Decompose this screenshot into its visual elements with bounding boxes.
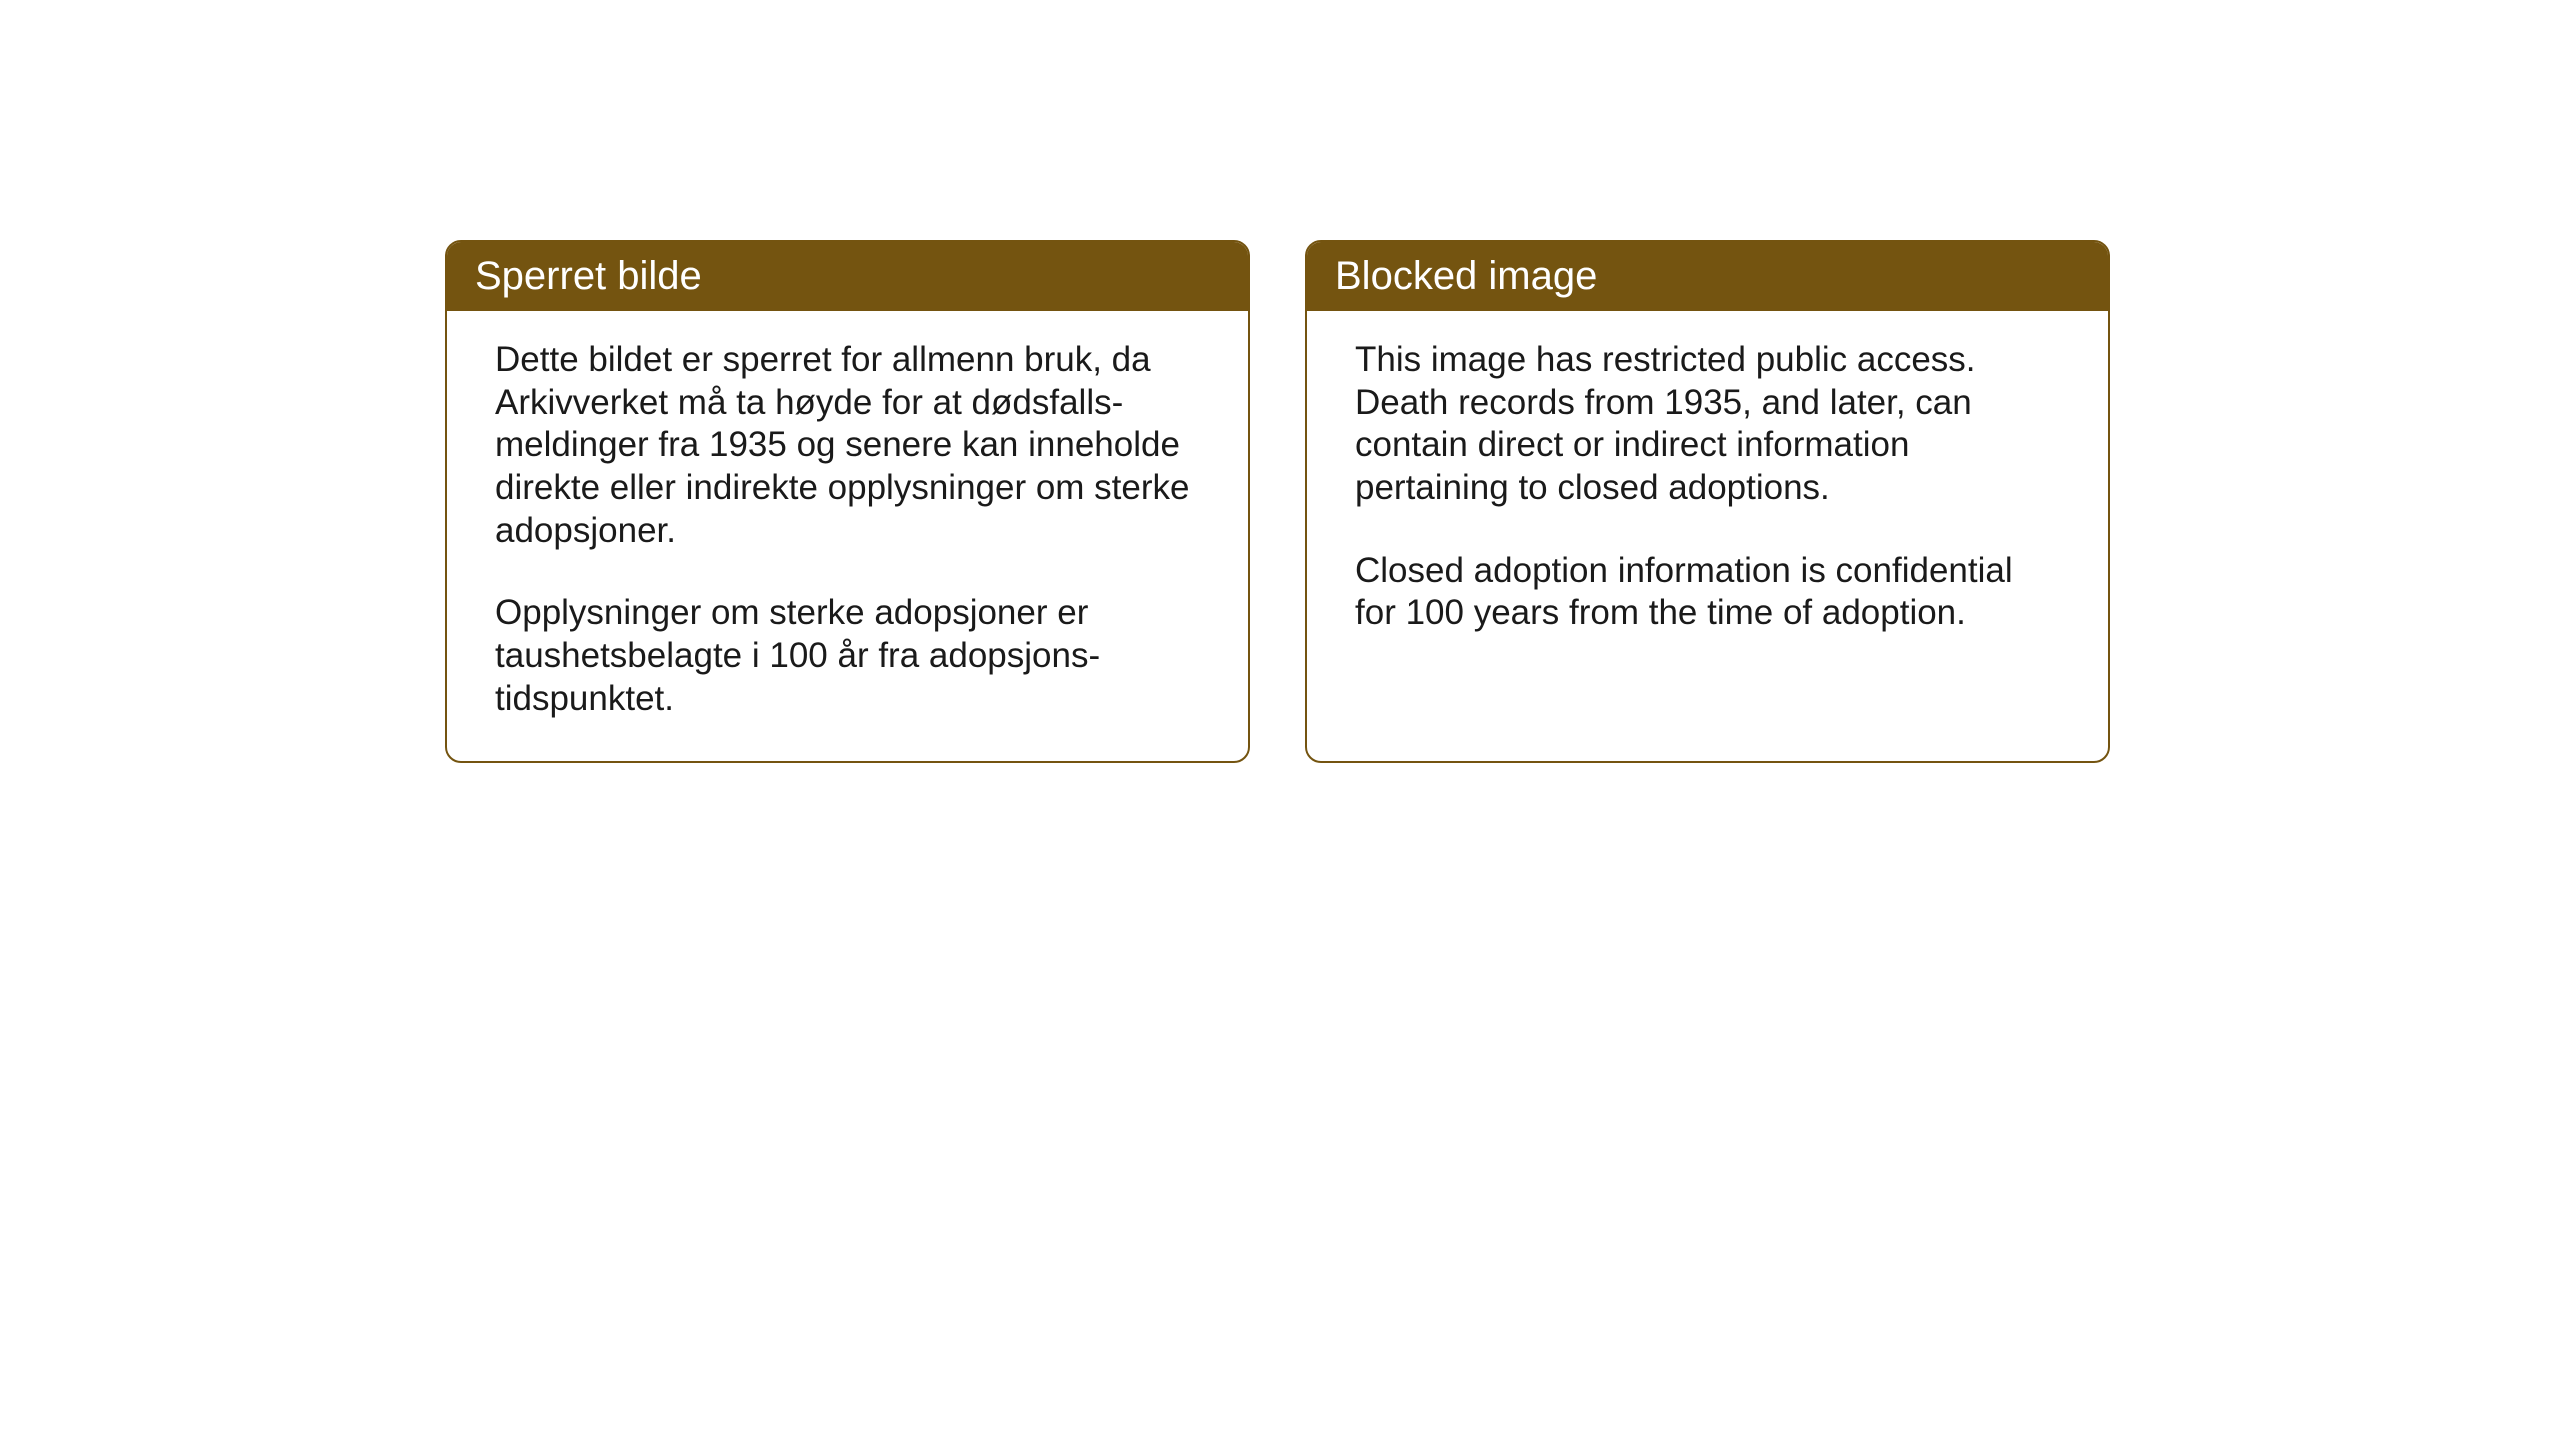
card-paragraph: Closed adoption information is confident… xyxy=(1355,550,2060,635)
card-header: Sperret bilde xyxy=(447,242,1248,311)
card-body: Dette bildet er sperret for allmenn bruk… xyxy=(447,311,1248,761)
card-title: Blocked image xyxy=(1335,254,1597,298)
notice-card-english: Blocked image This image has restricted … xyxy=(1305,240,2110,763)
notice-card-norwegian: Sperret bilde Dette bildet er sperret fo… xyxy=(445,240,1250,763)
card-paragraph: Opplysninger om sterke adopsjoner er tau… xyxy=(495,592,1200,720)
card-paragraph: This image has restricted public access.… xyxy=(1355,339,2060,510)
card-header: Blocked image xyxy=(1307,242,2108,311)
card-title: Sperret bilde xyxy=(475,254,702,298)
notice-container: Sperret bilde Dette bildet er sperret fo… xyxy=(445,240,2110,763)
card-paragraph: Dette bildet er sperret for allmenn bruk… xyxy=(495,339,1200,552)
card-body: This image has restricted public access.… xyxy=(1307,311,2108,731)
